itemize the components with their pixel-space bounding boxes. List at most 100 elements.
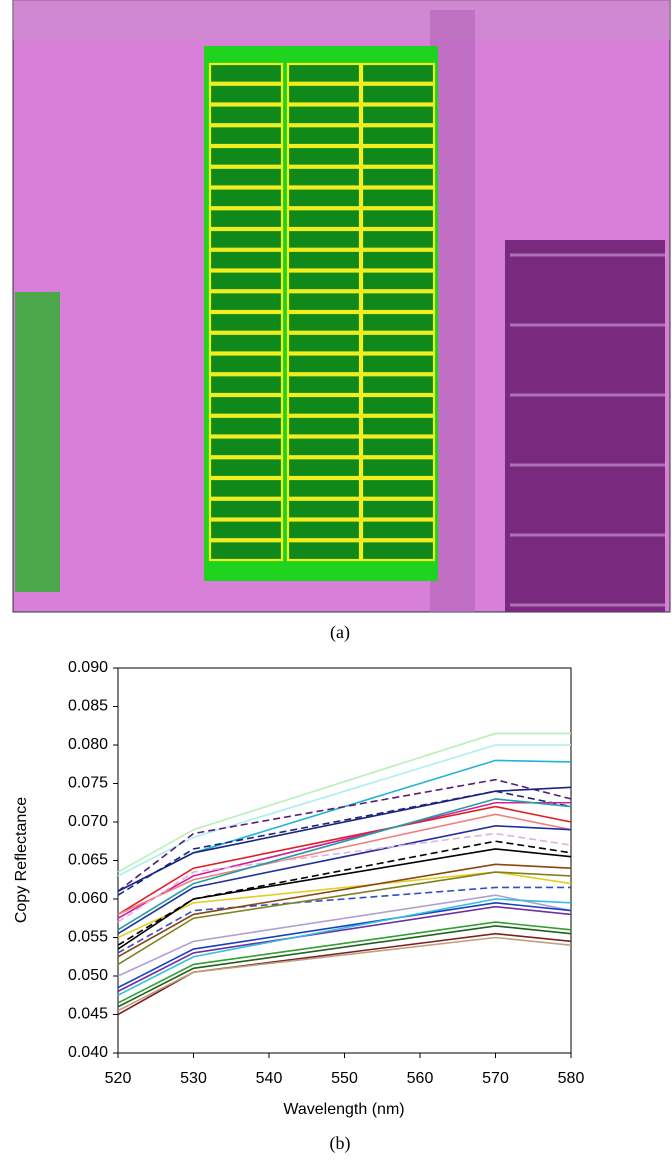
- plot-cell: [360, 228, 436, 250]
- plot-cell: [360, 457, 436, 479]
- plot-cell: [208, 145, 284, 167]
- series-line: [117, 905, 572, 993]
- plot-cell: [286, 477, 362, 499]
- plot-cell: [360, 291, 436, 313]
- plot-cell: [360, 62, 436, 84]
- plot-cell: [208, 62, 284, 84]
- plot-frame: [117, 667, 572, 1054]
- plot-cell: [208, 477, 284, 499]
- y-tick-label: 0.045: [68, 1006, 108, 1023]
- plot-cell: [360, 540, 436, 562]
- series-line: [117, 732, 571, 873]
- plot-cell: [360, 249, 436, 271]
- series-line: [117, 898, 572, 996]
- plot-cell: [360, 270, 436, 292]
- x-tick-label: 540: [256, 1070, 283, 1087]
- plot-cell: [360, 374, 436, 396]
- plot-cell: [286, 498, 362, 520]
- plot-cell: [208, 187, 284, 209]
- plot-cell: [286, 228, 362, 250]
- plot-cell: [208, 311, 284, 333]
- series-line: [117, 871, 572, 966]
- series-line: [117, 902, 572, 989]
- plot-cell: [208, 125, 284, 147]
- y-tick-label: 0.080: [68, 736, 108, 753]
- plot-cell: [360, 125, 436, 147]
- x-tick-label: 550: [331, 1070, 358, 1087]
- y-tick-label: 0.090: [68, 659, 108, 676]
- plot-cell: [360, 394, 436, 416]
- y-tick-label: 0.055: [68, 929, 108, 946]
- plot-cell: [286, 208, 362, 230]
- series-line: [117, 871, 572, 939]
- plot-cell: [208, 83, 284, 105]
- series-line: [117, 798, 572, 931]
- image-caption: (a): [330, 622, 350, 643]
- x-tick-label: 580: [558, 1070, 585, 1087]
- y-tick-label: 0.085: [68, 698, 108, 715]
- plot-cell: [208, 208, 284, 230]
- plot-cell: [360, 519, 436, 541]
- plot-cell: [286, 291, 362, 313]
- plot-cell: [286, 353, 362, 375]
- plot-cell: [208, 415, 284, 437]
- series-line: [117, 894, 572, 977]
- plot-cell: [360, 332, 436, 354]
- plot-cell: [208, 166, 284, 188]
- plot-cell: [208, 228, 284, 250]
- y-tick-label: 0.060: [68, 890, 108, 907]
- plot-cell: [208, 374, 284, 396]
- irrigated-area: [505, 240, 665, 612]
- y-tick-label: 0.040: [68, 1044, 108, 1061]
- plot-cell: [208, 498, 284, 520]
- x-tick-label: 560: [407, 1070, 434, 1087]
- plot-cell: [286, 519, 362, 541]
- plot-cell: [286, 394, 362, 416]
- series-line: [117, 848, 572, 950]
- plot-cell: [208, 249, 284, 271]
- chart-caption: (b): [330, 1133, 351, 1154]
- plot-cell: [208, 540, 284, 562]
- plot-cell: [208, 291, 284, 313]
- series-line: [117, 805, 572, 916]
- plot-cell: [360, 166, 436, 188]
- plot-cell: [286, 187, 362, 209]
- plot-cell: [286, 145, 362, 167]
- y-tick-label: 0.070: [68, 813, 108, 830]
- x-tick-label: 570: [482, 1070, 509, 1087]
- plot-cell: [360, 83, 436, 105]
- y-tick-label: 0.065: [68, 852, 108, 869]
- series-line: [117, 825, 572, 935]
- plot-cell: [286, 125, 362, 147]
- x-tick-label: 530: [180, 1070, 207, 1087]
- y-axis-label: Copy Reflectance: [13, 797, 30, 923]
- plot-cell: [208, 394, 284, 416]
- x-tick-label: 520: [105, 1070, 132, 1087]
- plot-cell: [286, 374, 362, 396]
- plot-cell: [286, 457, 362, 479]
- plot-cell: [360, 208, 436, 230]
- series-line: [117, 936, 572, 1012]
- plot-cell: [286, 311, 362, 333]
- plot-cell: [208, 436, 284, 458]
- plot-cell: [208, 353, 284, 375]
- plot-cell: [286, 415, 362, 437]
- field-band: [13, 0, 670, 40]
- plot-cell: [286, 166, 362, 188]
- series-line: [117, 863, 572, 958]
- series-line: [117, 744, 571, 877]
- crop-strip: [15, 292, 60, 592]
- plot-cell: [360, 187, 436, 209]
- plot-cell: [360, 104, 436, 126]
- plot-cell: [360, 145, 436, 167]
- plot-cell: [286, 249, 362, 271]
- x-axis-label: Wavelength (nm): [283, 1101, 404, 1118]
- plot-cell: [208, 104, 284, 126]
- plot-cell: [208, 270, 284, 292]
- plot-cell: [360, 415, 436, 437]
- plot-cell: [286, 332, 362, 354]
- plot-cell: [286, 540, 362, 562]
- series-line: [117, 790, 572, 896]
